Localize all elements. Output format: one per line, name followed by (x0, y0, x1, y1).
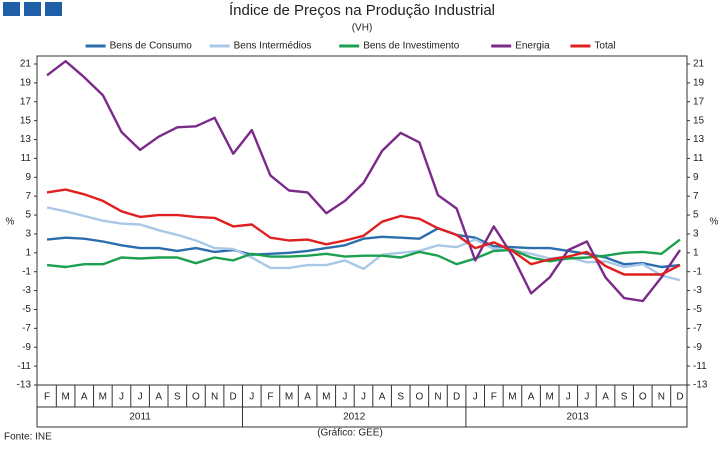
y2-tick-label: -1 (693, 266, 702, 277)
logo-square (45, 2, 62, 16)
legend-label: Bens Intermédios (234, 41, 312, 52)
y2-tick-label: 17 (693, 96, 705, 107)
x-tick-label: D (230, 392, 237, 403)
year-label: 2011 (129, 412, 151, 423)
y-tick-label: -1 (22, 266, 31, 277)
legend-label: Bens de Investimento (363, 41, 460, 52)
y2-tick-label: -7 (693, 323, 702, 334)
x-tick-label: J (138, 392, 143, 403)
y-tick-label: 15 (20, 115, 32, 126)
x-tick-label: J (361, 392, 366, 403)
y-tick-label: -11 (17, 361, 31, 372)
year-label: 2012 (343, 412, 366, 423)
x-tick-label: M (508, 392, 516, 403)
y2-tick-label: 7 (693, 191, 699, 202)
x-tick-label: N (211, 392, 218, 403)
series-line (46, 60, 681, 303)
y2-tick-label: 11 (693, 153, 704, 164)
x-tick-label: J (566, 392, 571, 403)
x-tick-label: S (621, 392, 628, 403)
y2-tick-label: -13 (693, 380, 708, 391)
x-tick-label: A (602, 392, 609, 403)
x-axis-box (36, 384, 688, 428)
y-tick-label: -13 (17, 380, 32, 391)
x-tick-label: N (434, 392, 441, 403)
x-tick-label: J (249, 392, 254, 403)
legend-label: Energia (515, 41, 550, 52)
y2-tick-label: -3 (693, 285, 702, 296)
y2-tick-label: 13 (693, 134, 705, 145)
logo-square (3, 2, 20, 16)
series-line (46, 238, 681, 269)
x-tick-label: A (81, 392, 88, 403)
x-tick-label: M (322, 392, 330, 403)
x-tick-label: S (397, 392, 404, 403)
y-tick-label: 9 (25, 172, 31, 183)
y-axis-label: % (6, 217, 15, 228)
x-tick-label: M (61, 392, 69, 403)
x-tick-label: A (379, 392, 386, 403)
y-tick-label: 19 (20, 78, 32, 89)
plot-frame (36, 55, 688, 386)
logo-square (24, 2, 41, 16)
x-tick-label: A (304, 392, 311, 403)
x-tick-label: O (415, 392, 423, 403)
x-tick-label: O (192, 392, 200, 403)
y2-tick-label: -9 (693, 342, 702, 353)
x-tick-label: M (285, 392, 293, 403)
x-tick-label: A (528, 392, 535, 403)
series-line (46, 227, 681, 269)
y2-axis-label: % (710, 217, 719, 228)
x-tick-label: J (342, 392, 347, 403)
x-tick-label: M (546, 392, 554, 403)
y-tick-label: -9 (22, 342, 31, 353)
y2-tick-label: 9 (693, 172, 699, 183)
y-tick-label: 7 (25, 191, 31, 202)
x-tick-label: F (44, 392, 50, 403)
y2-tick-label: -5 (693, 304, 702, 315)
y2-tick-label: 1 (693, 247, 699, 258)
y-tick-label: 13 (20, 134, 32, 145)
x-tick-label: J (584, 392, 589, 403)
y-tick-label: -7 (22, 323, 31, 334)
series-line (46, 188, 681, 276)
y2-tick-label: 21 (693, 59, 705, 70)
x-tick-label: F (267, 392, 273, 403)
source: Fonte: INE (4, 432, 52, 443)
chart-title: Índice de Preços na Produção Industrial (229, 2, 495, 19)
y-tick-label: 5 (25, 210, 31, 221)
y2-tick-label: -11 (693, 361, 707, 372)
y2-tick-label: 15 (693, 115, 705, 126)
y-tick-label: -3 (22, 285, 31, 296)
y2-tick-label: 19 (693, 78, 705, 89)
y-tick-label: 1 (25, 247, 31, 258)
y2-tick-label: 5 (693, 210, 699, 221)
y2-tick-label: 3 (693, 229, 699, 240)
x-tick-label: A (155, 392, 162, 403)
x-tick-label: N (658, 392, 665, 403)
y-tick-label: 11 (21, 153, 32, 164)
y-tick-label: 17 (20, 96, 32, 107)
series-line (46, 206, 681, 282)
x-tick-label: S (174, 392, 181, 403)
x-tick-label: J (473, 392, 478, 403)
y-tick-label: -5 (22, 304, 31, 315)
year-label: 2013 (566, 412, 589, 423)
x-tick-label: F (491, 392, 497, 403)
legend-label: Bens de Consumo (110, 41, 193, 52)
chart-subtitle: (VH) (352, 23, 373, 34)
y-tick-label: 3 (25, 229, 31, 240)
credit: (Gráfico: GEE) (317, 428, 383, 439)
legend-label: Total (594, 41, 615, 52)
x-tick-label: D (676, 392, 683, 403)
x-tick-label: M (99, 392, 107, 403)
y-tick-label: 21 (20, 59, 32, 70)
x-tick-label: J (119, 392, 124, 403)
x-tick-label: D (453, 392, 460, 403)
x-tick-label: O (639, 392, 647, 403)
